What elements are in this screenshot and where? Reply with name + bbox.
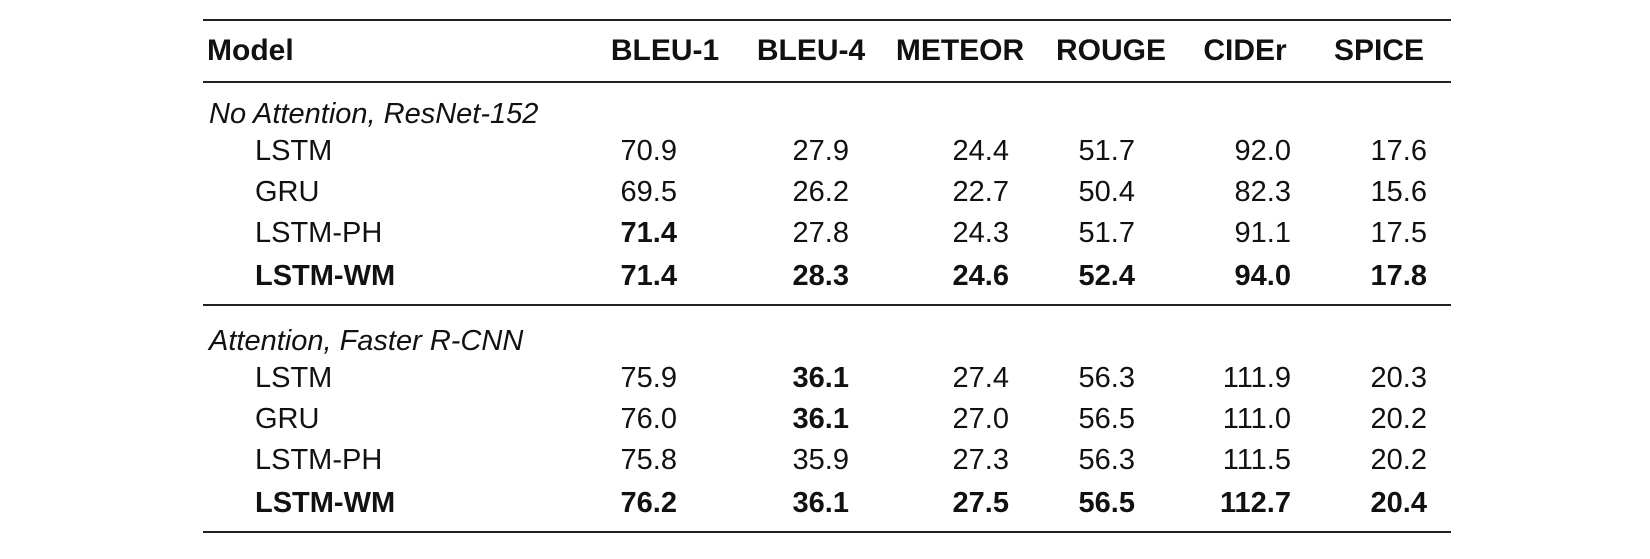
group-row: Attention, Faster R-CNN (203, 304, 1451, 358)
cider-cell: 112.7 (1183, 481, 1307, 533)
table-row: LSTM-WM 71.4 28.3 24.6 52.4 94.0 17.8 (203, 254, 1451, 305)
spice-cell: 17.8 (1370, 259, 1427, 292)
table-row: GRU 69.5 26.2 22.7 50.4 82.3 15.6 (203, 172, 1451, 213)
bleu4-cell: 27.9 (792, 135, 849, 167)
bleu1-cell: 71.4 (620, 217, 677, 249)
cider-cell: 91.1 (1234, 217, 1291, 249)
meteor-cell: 27.0 (952, 403, 1009, 435)
bleu4-cell: 27.8 (792, 217, 849, 249)
bleu4-cell: 36.1 (792, 362, 849, 394)
table-row: LSTM-WM 76.2 36.1 27.5 56.5 112.7 20.4 (203, 481, 1451, 533)
cider-cell: 111.9 (1222, 362, 1291, 394)
model-name-cell: GRU (255, 403, 320, 435)
meteor-cell: 27.3 (952, 444, 1009, 476)
bleu1-cell: 76.2 (589, 481, 741, 533)
group-title: No Attention, ResNet-152 (209, 98, 539, 130)
bleu1-cell: 69.5 (620, 176, 677, 208)
table-row: LSTM 70.9 27.9 24.4 51.7 92.0 17.6 (203, 131, 1451, 172)
header-meteor: METEOR (881, 19, 1039, 83)
cider-cell: 111.5 (1222, 444, 1291, 476)
bleu4-cell: 26.2 (792, 176, 849, 208)
model-name-cell: GRU (255, 176, 320, 208)
rouge-cell: 56.3 (1078, 362, 1135, 394)
spice-cell: 20.3 (1370, 362, 1427, 394)
rouge-cell: 56.3 (1078, 444, 1135, 476)
meteor-cell: 24.4 (952, 135, 1009, 167)
rouge-cell: 56.5 (1078, 403, 1135, 435)
rouge-cell: 50.4 (1078, 176, 1135, 208)
table-row: GRU 76.0 36.1 27.0 56.5 111.0 20.2 (203, 399, 1451, 440)
header-bleu1: BLEU-1 (589, 19, 741, 83)
model-name-cell: LSTM-WM (255, 259, 396, 292)
bleu4-cell: 36.1 (792, 403, 849, 435)
bleu1-cell: 76.0 (620, 403, 677, 435)
bleu1-cell: 71.4 (620, 259, 677, 292)
results-table-container: Model BLEU-1 BLEU-4 METEOR ROUGE CIDEr S… (203, 19, 1451, 533)
rouge-cell: 52.4 (1078, 259, 1135, 292)
rouge-cell: 51.7 (1078, 135, 1135, 167)
header-spice: SPICE (1307, 19, 1451, 83)
spice-cell: 17.5 (1370, 217, 1427, 249)
group-row: No Attention, ResNet-152 (203, 82, 1451, 131)
results-table: Model BLEU-1 BLEU-4 METEOR ROUGE CIDEr S… (203, 19, 1451, 533)
model-name-cell: LSTM-PH (255, 217, 383, 249)
spice-cell: 20.2 (1370, 403, 1427, 435)
rouge-cell: 51.7 (1078, 217, 1135, 249)
rouge-cell: 56.5 (1039, 481, 1183, 533)
cider-cell: 92.0 (1234, 135, 1291, 167)
bleu1-cell: 75.8 (620, 444, 677, 476)
table-row: LSTM-PH 71.4 27.8 24.3 51.7 91.1 17.5 (203, 213, 1451, 254)
header-model: Model (203, 19, 589, 83)
spice-cell: 15.6 (1370, 176, 1427, 208)
table-body: No Attention, ResNet-152 LSTM 70.9 27.9 24.4… (203, 82, 1451, 533)
meteor-cell: 27.5 (881, 481, 1039, 533)
model-name-cell: LSTM-PH (255, 444, 383, 476)
bleu1-cell: 75.9 (620, 362, 677, 394)
model-name-cell: LSTM (255, 135, 333, 167)
table-row: LSTM 75.9 36.1 27.4 56.3 111.9 20.3 (203, 358, 1451, 399)
spice-cell: 17.6 (1370, 135, 1427, 167)
header-bleu4: BLEU-4 (741, 19, 881, 83)
meteor-cell: 24.6 (952, 259, 1009, 292)
model-name-cell: LSTM (255, 362, 333, 394)
cider-cell: 111.0 (1222, 403, 1291, 435)
meteor-cell: 27.4 (952, 362, 1009, 394)
bleu4-cell: 35.9 (792, 444, 849, 476)
bleu1-cell: 70.9 (620, 135, 677, 167)
bleu4-cell: 36.1 (741, 481, 881, 533)
cider-cell: 82.3 (1234, 176, 1291, 208)
cider-cell: 94.0 (1234, 259, 1291, 292)
table-row: LSTM-PH 75.8 35.9 27.3 56.3 111.5 20.2 (203, 440, 1451, 481)
header-cider: CIDEr (1183, 19, 1307, 83)
spice-cell: 20.2 (1370, 444, 1427, 476)
meteor-cell: 24.3 (952, 217, 1009, 249)
spice-cell: 20.4 (1307, 481, 1451, 533)
bleu4-cell: 28.3 (792, 259, 849, 292)
model-name-cell: LSTM-WM (203, 481, 589, 533)
group-title: Attention, Faster R-CNN (203, 304, 1451, 358)
header-row: Model BLEU-1 BLEU-4 METEOR ROUGE CIDEr S… (203, 19, 1451, 83)
header-rouge: ROUGE (1039, 19, 1183, 83)
meteor-cell: 22.7 (952, 176, 1009, 208)
